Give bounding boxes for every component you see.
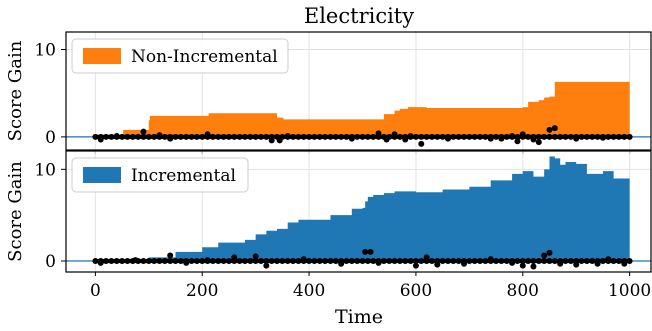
legend-box	[71, 38, 289, 74]
scatter-point	[514, 138, 521, 145]
scatter-point	[231, 254, 238, 261]
x-tick-label: 600	[400, 281, 432, 301]
scatter-point	[412, 262, 419, 269]
x-tick-label: 200	[186, 281, 218, 301]
scatter-point	[362, 248, 369, 255]
legend-swatch	[83, 48, 121, 64]
legend-swatch	[83, 167, 121, 183]
scatter-point	[263, 262, 270, 269]
panel-frame	[65, 31, 652, 151]
legend: Incremental	[71, 157, 249, 193]
y-tick-label: 10	[34, 40, 56, 60]
legend-box	[71, 157, 249, 193]
scatter-point	[167, 252, 174, 259]
x-tick-label: 800	[507, 281, 539, 301]
y-tick-label: 10	[34, 160, 56, 180]
panel-2: 0 10 Score Gain Incremental 0 200 400 600 800 100…	[5, 150, 652, 301]
y-tick-label: 0	[45, 252, 56, 272]
panel-1: 0 10 Score Gain Non-Incremental	[5, 31, 652, 154]
legend-label: Incremental	[131, 166, 236, 186]
x-tick-label: 1000	[608, 281, 651, 301]
scatter-point	[252, 253, 259, 260]
scatter-point	[367, 248, 374, 255]
scatter-point	[551, 125, 558, 132]
area-series-2	[95, 156, 630, 261]
x-tick-label: 0	[90, 281, 101, 301]
scatter-point	[573, 261, 580, 268]
scatter-point	[418, 140, 425, 147]
scatter-point	[535, 139, 542, 146]
scatter-point	[541, 252, 548, 259]
y-axis-label: Score Gain	[5, 161, 26, 262]
y-tick-label: 0	[45, 128, 56, 148]
chart-panels: 0 10 Score Gain Non-Incremental 0 10 Score Gai…	[5, 31, 652, 301]
scatter-point	[546, 126, 553, 133]
scatter-point	[546, 249, 553, 256]
y-axis-label: Score Gain	[5, 40, 26, 141]
x-tick-label: 400	[293, 281, 325, 301]
legend: Non-Incremental	[71, 38, 289, 74]
panel-frame	[65, 150, 652, 273]
scatter-point	[530, 263, 537, 270]
scatter-point	[434, 261, 441, 268]
scatter-point	[519, 262, 526, 269]
scatter-point	[423, 254, 430, 261]
x-axis-label: Time	[335, 306, 383, 328]
chart-title: Electricity	[304, 4, 414, 28]
area-series-1	[95, 81, 630, 137]
scatter-point	[140, 128, 147, 135]
legend-label: Non-Incremental	[131, 47, 278, 67]
